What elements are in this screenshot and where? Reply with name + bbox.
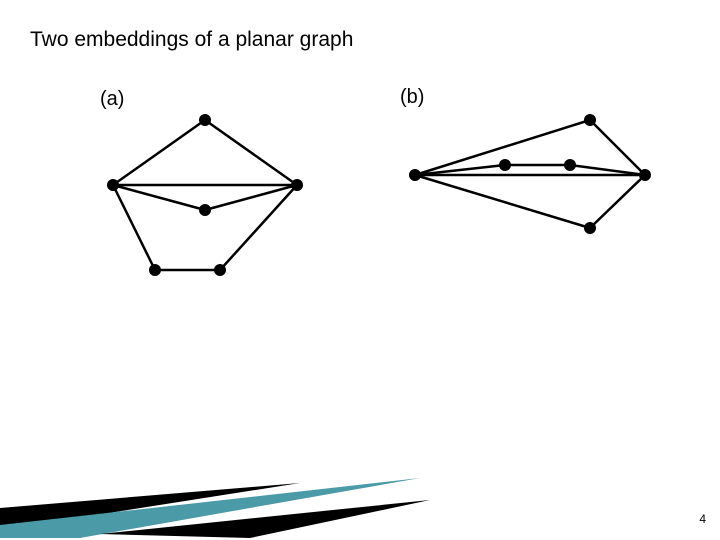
graph-node	[639, 169, 651, 181]
graph-node	[564, 159, 576, 171]
graph-edge	[590, 175, 645, 228]
graph-node	[107, 179, 119, 191]
graph-edge	[205, 185, 297, 210]
graph-b	[395, 100, 665, 260]
page-number: 4	[699, 512, 706, 526]
slide-decor	[0, 470, 430, 540]
graph-edge	[113, 185, 155, 270]
graph-edge	[113, 185, 205, 210]
page-title: Two embeddings of a planar graph	[30, 28, 353, 52]
graph-node	[199, 114, 211, 126]
graph-node	[199, 204, 211, 216]
graph-node	[149, 264, 161, 276]
graph-edge	[570, 165, 645, 175]
graph-node	[409, 169, 421, 181]
graph-edge	[113, 120, 205, 185]
graph-node	[214, 264, 226, 276]
graph-edge	[590, 120, 645, 175]
graph-edge	[415, 175, 590, 228]
graph-node	[584, 114, 596, 126]
graph-edge	[220, 185, 297, 270]
graph-node	[499, 159, 511, 171]
graph-node	[584, 222, 596, 234]
graph-node	[291, 179, 303, 191]
graph-edge	[205, 120, 297, 185]
graph-a	[85, 100, 325, 300]
